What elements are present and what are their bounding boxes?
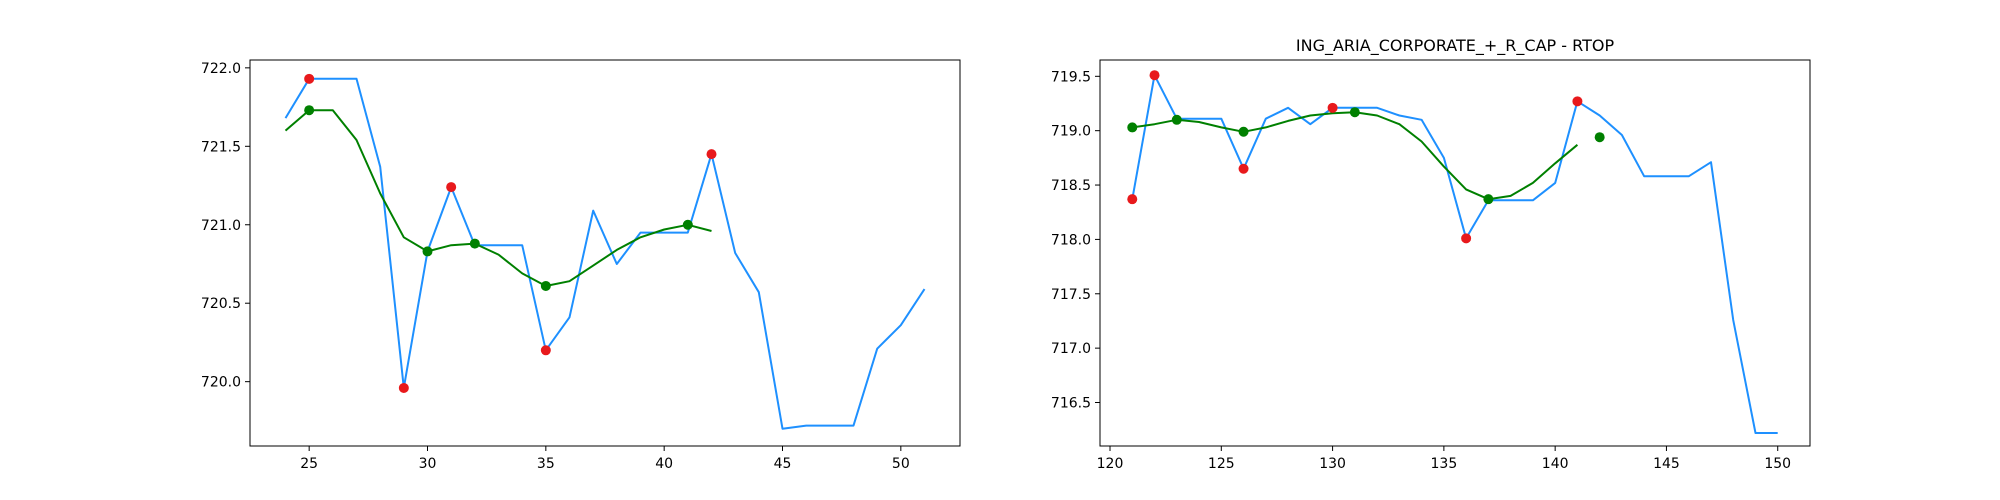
x-tick-label: 120 [1097,456,1124,472]
red-points-marker [1327,102,1338,113]
green-points-marker [304,105,315,116]
x-tick-label: 45 [774,456,792,472]
price-series-line [1131,74,1778,434]
y-tick-label: 721.0 [201,218,241,234]
x-tick-label: 135 [1431,456,1458,472]
green-points-marker [1349,107,1360,118]
smooth-series-line [1132,111,1579,201]
red-points-marker [446,182,457,193]
red-points-marker [706,149,717,160]
y-tick-label: 716.5 [1051,396,1091,412]
y-tick-label: 720.0 [201,375,241,391]
y-tick-label: 721.5 [201,139,241,155]
red-points-marker [1461,233,1472,244]
green-points-marker [682,219,693,230]
green-points-marker [1483,194,1494,205]
y-tick-label: 717.5 [1051,287,1091,303]
x-tick-label: 30 [419,456,437,472]
y-tick-label: 719.5 [1051,69,1091,85]
price-series-line [284,77,926,430]
y-tick-label: 718.5 [1051,178,1091,194]
green-points-marker [1594,132,1605,143]
red-points-marker [540,345,551,356]
green-points-marker [469,238,480,249]
chart-panel-2: 120 125 130 135 140 145 150 716.5 717.0 717.5 718.… [1051,36,1811,472]
chart-title: ING_ARIA_CORPORATE_+_R_CAP - RTOP [1296,36,1615,56]
x-tick-label: 35 [537,456,555,472]
y-tick-label: 717.0 [1051,341,1091,357]
axes-frame [249,59,961,447]
red-points-marker [1238,163,1249,174]
x-tick-label: 140 [1542,456,1569,472]
y-tick-label: 719.0 [1051,124,1091,140]
red-points-marker [1572,96,1583,107]
x-tick-label: 25 [300,456,318,472]
red-points-marker [1127,194,1138,205]
green-points-marker [1171,114,1182,125]
x-tick-label: 150 [1764,456,1791,472]
x-tick-label: 50 [892,456,910,472]
y-tick-label: 722.0 [201,61,241,77]
chart-panel-1: 25 30 35 40 45 50 720.0 720.5 721.0 721.5 722.0 [201,59,961,472]
y-tick-label: 720.5 [201,296,241,312]
red-points-marker [398,382,409,393]
x-tick-label: 130 [1319,456,1346,472]
x-tick-label: 145 [1653,456,1680,472]
green-points-marker [1238,126,1249,137]
x-tick-label: 40 [655,456,673,472]
axes-frame [1099,59,1811,447]
green-points-marker [1127,122,1138,133]
red-points-marker [1149,70,1160,81]
smooth-series-line [284,109,712,287]
red-points-marker [304,73,315,84]
x-tick-label: 125 [1208,456,1235,472]
green-points-marker [422,246,433,257]
green-points-marker [540,280,551,291]
y-tick-label: 718.0 [1051,232,1091,248]
